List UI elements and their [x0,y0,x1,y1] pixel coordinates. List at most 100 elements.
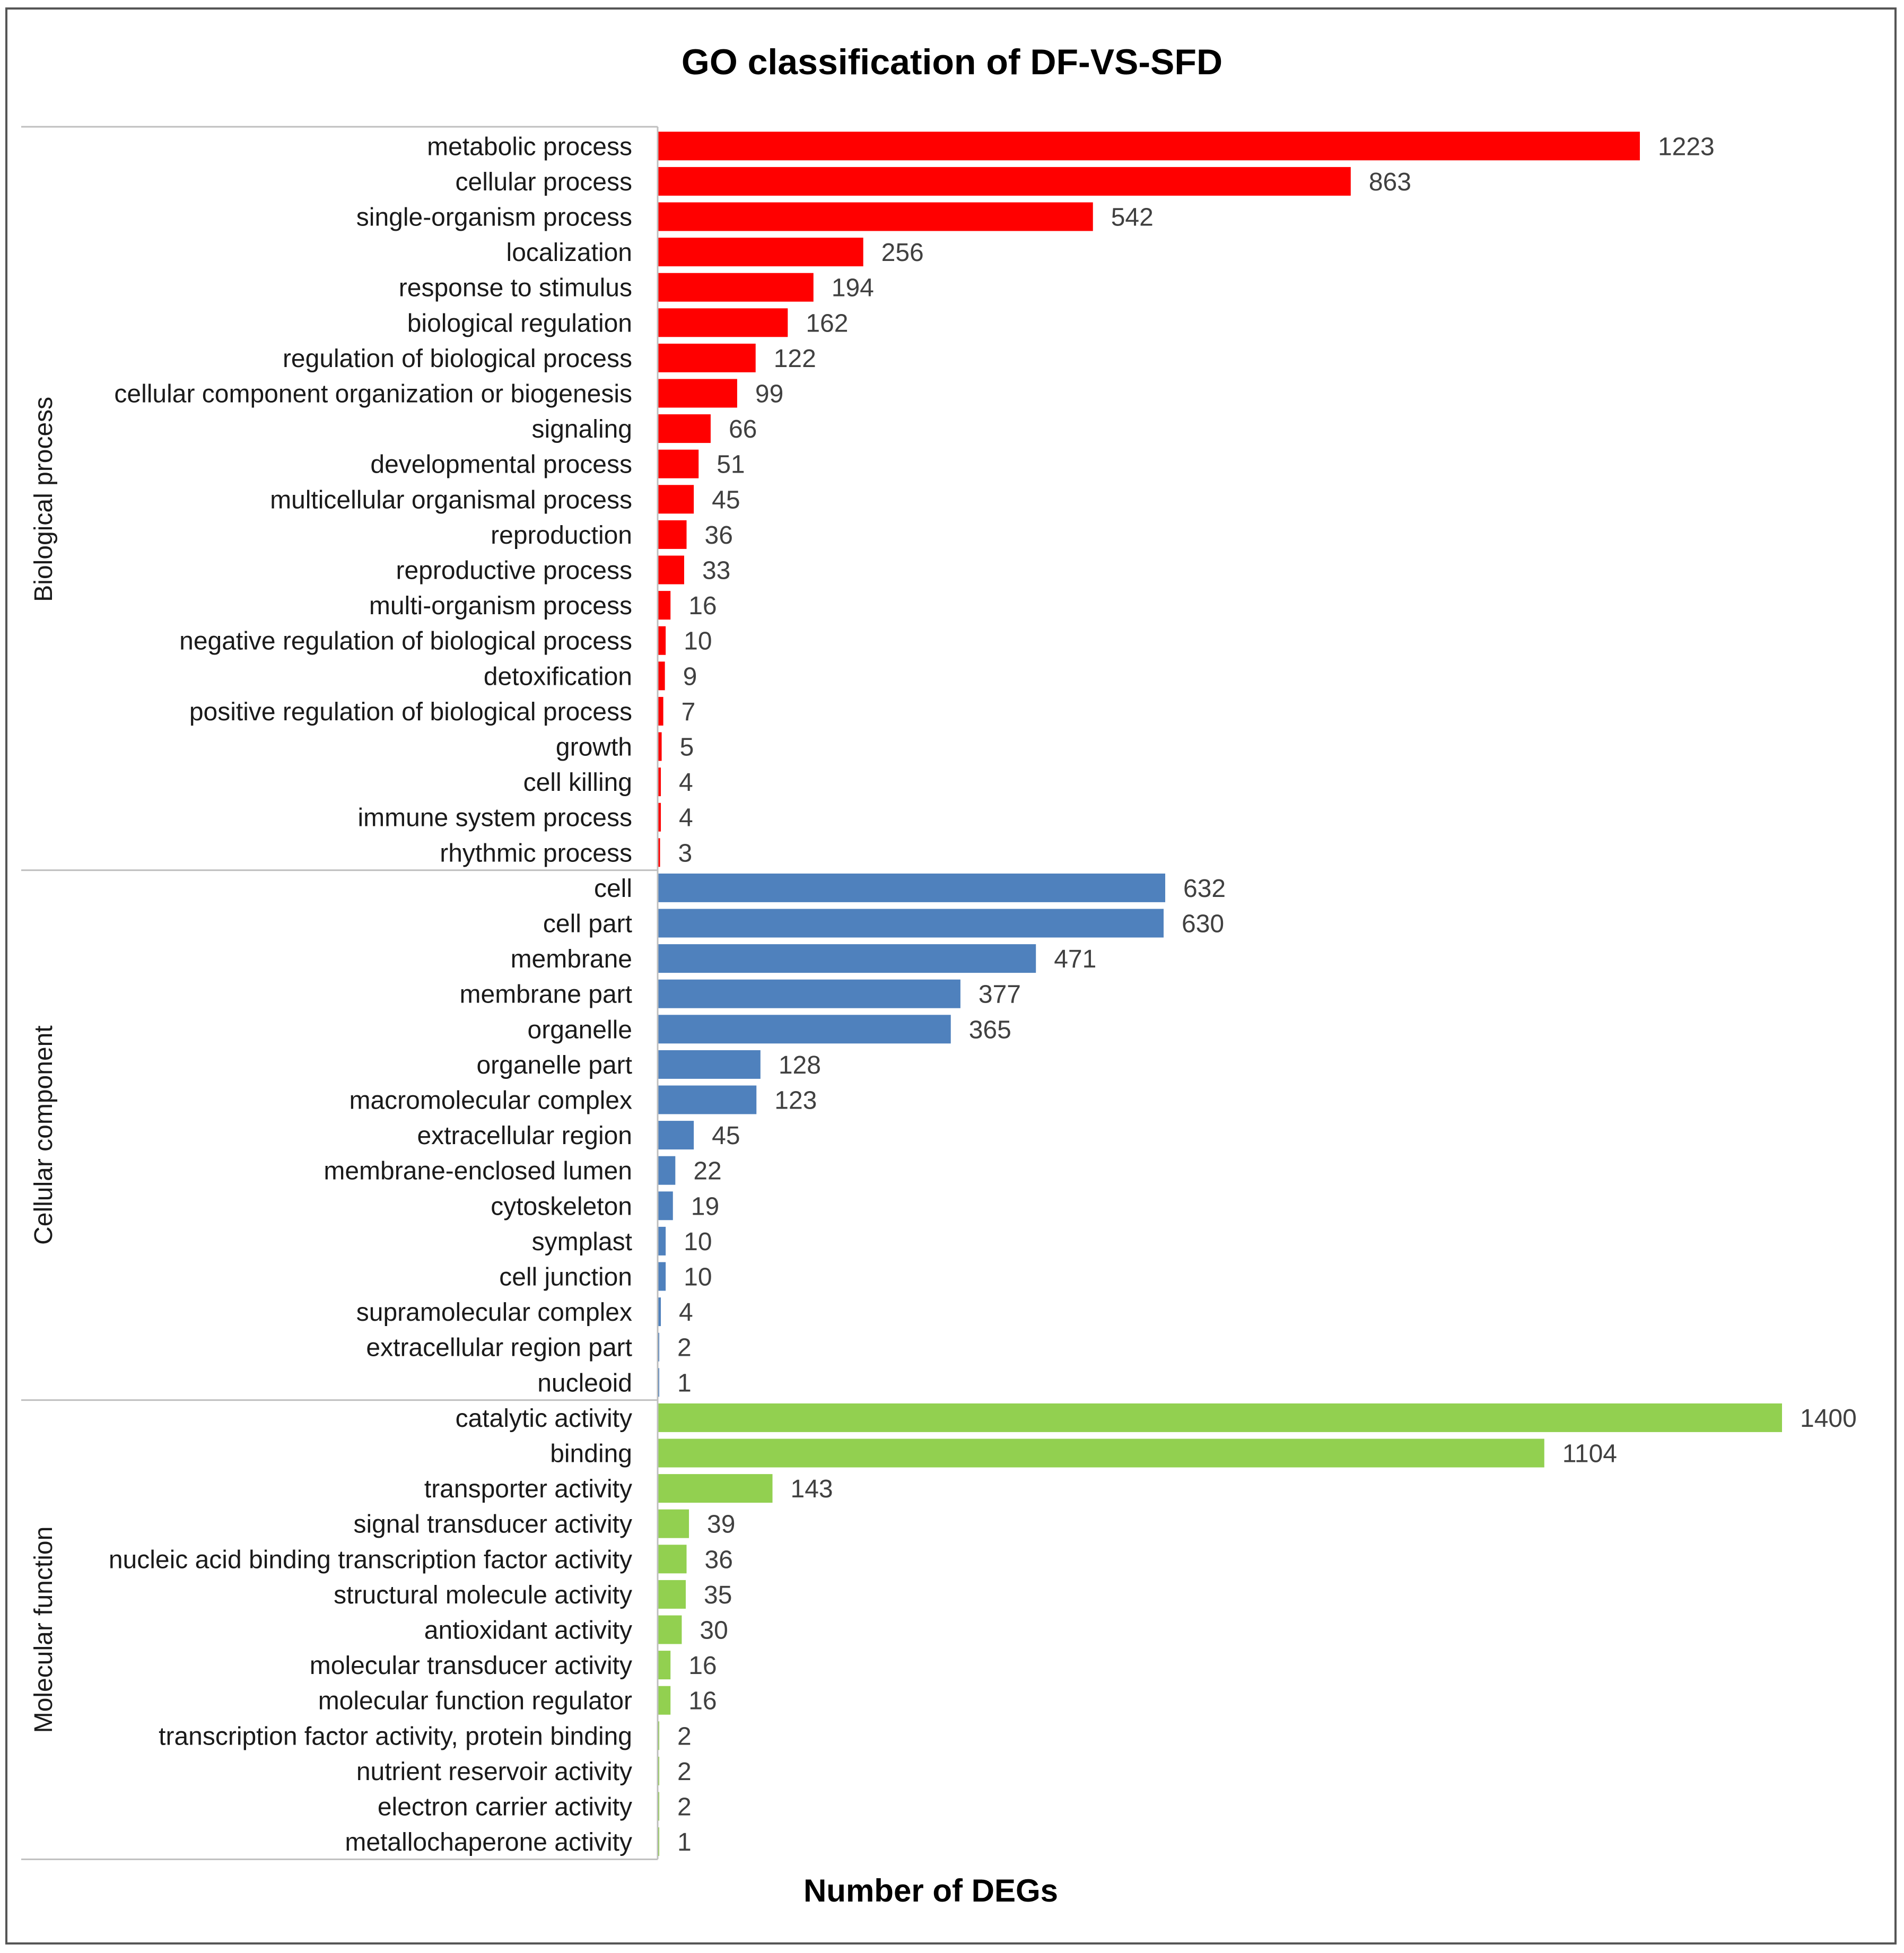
data-label: 194 [832,274,874,302]
data-label: 1223 [1658,133,1715,161]
data-label: 2 [677,1722,692,1750]
category-label: supramolecular complex [356,1298,632,1327]
data-label: 471 [1054,945,1096,973]
bar [658,1580,686,1609]
category-label: macromolecular complex [349,1087,632,1115]
category-label: membrane part [460,981,632,1009]
category-label: developmental process [370,451,632,479]
category-label: multicellular organismal process [270,486,632,514]
category-label: molecular transducer activity [310,1652,632,1680]
bar [658,1474,773,1503]
data-label: 9 [683,662,697,691]
data-label: 3 [678,839,693,867]
bar [658,803,661,832]
bar [658,626,666,655]
data-label: 377 [979,981,1021,1009]
category-label: signal transducer activity [353,1511,632,1539]
data-label: 2 [677,1758,692,1786]
bar [658,1191,673,1220]
category-label: single-organism process [356,204,632,232]
bar [658,1226,666,1256]
bar [658,379,737,408]
category-label: positive regulation of biological proces… [189,698,632,726]
data-label: 863 [1369,168,1411,196]
bar [658,449,699,478]
category-label: cell junction [499,1263,632,1292]
category-label: cell killing [523,769,632,797]
category-label: multi-organism process [369,592,632,620]
category-label: nucleic acid binding transcription facto… [109,1546,632,1574]
category-label: localization [506,239,632,267]
bar [658,1756,660,1785]
data-label: 630 [1182,910,1224,938]
data-label: 4 [679,1298,693,1327]
category-label: transporter activity [424,1475,632,1503]
group-label: Molecular function [30,1527,58,1733]
bar [658,979,960,1008]
data-label: 1 [677,1369,692,1397]
bar [658,1156,676,1185]
group-label: Biological process [30,397,58,602]
bar [658,838,660,867]
bar [658,202,1093,231]
bar [658,1792,660,1821]
data-label: 10 [684,1228,712,1256]
category-label: biological regulation [407,309,632,337]
category-label: cell [594,875,632,903]
data-label: 1104 [1562,1440,1617,1468]
bar [658,696,663,726]
data-label: 99 [755,380,783,408]
bar [658,1403,1782,1432]
data-label: 632 [1183,875,1226,903]
x-axis-label: Number of DEGs [803,1873,1058,1908]
category-label: extracellular region part [366,1334,632,1362]
data-label: 16 [688,1652,717,1680]
bar [658,1297,661,1327]
category-label: catalytic activity [456,1405,632,1433]
bar [658,308,788,337]
data-label: 365 [969,1016,1011,1044]
bar [658,1085,757,1114]
category-label: transcription factor activity, protein b… [159,1722,632,1750]
category-label: immune system process [358,804,632,832]
category-label: organelle [528,1016,632,1044]
data-label: 2 [677,1793,692,1821]
category-label: growth [556,734,632,762]
data-label: 16 [688,1687,717,1715]
category-label: membrane [511,945,632,973]
data-label: 4 [679,804,693,832]
bar [658,661,665,691]
bar [658,520,687,549]
category-label: regulation of biological process [283,345,632,373]
category-label: response to stimulus [399,274,632,302]
bar [658,414,711,443]
category-label: electron carrier activity [378,1793,632,1821]
bar [658,1545,687,1574]
bar [658,1121,694,1150]
bar [658,238,863,267]
data-label: 66 [729,415,757,443]
category-label: reproduction [491,521,632,550]
category-label: nucleoid [537,1369,632,1397]
bar [658,591,671,620]
category-label: cellular process [456,168,632,196]
chart-frame [5,7,1897,1945]
bar [658,555,684,585]
bar [658,1686,671,1715]
bar [658,132,1640,161]
data-label: 36 [705,1546,733,1574]
bar [658,944,1036,973]
data-label: 30 [700,1617,728,1645]
category-label: detoxification [484,662,632,691]
bar [658,732,662,761]
bar [658,873,1166,902]
category-label: organelle part [476,1051,632,1079]
category-label: antioxidant activity [424,1617,632,1645]
bar [658,343,756,372]
chart-title: GO classification of DF-VS-SFD [682,42,1222,82]
bar [658,1438,1544,1468]
data-label: 51 [717,451,745,479]
category-label: metabolic process [427,133,632,161]
data-label: 10 [684,1263,712,1292]
data-label: 45 [712,486,740,514]
